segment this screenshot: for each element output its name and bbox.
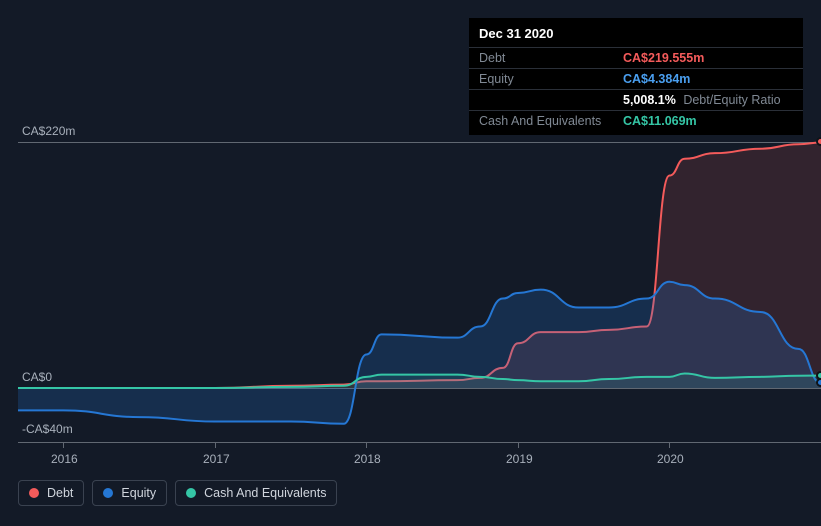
tooltip-date: Dec 31 2020 — [469, 18, 803, 47]
legend-item-cash[interactable]: Cash And Equivalents — [175, 480, 337, 506]
x-label-2017: 2017 — [203, 452, 230, 466]
hover-marker-cash — [816, 371, 821, 380]
x-tick — [366, 442, 367, 448]
legend-label: Cash And Equivalents — [204, 486, 326, 500]
tooltip-row-cash: Cash And Equivalents CA$11.069m — [469, 110, 803, 131]
tooltip-label: Debt — [479, 51, 623, 65]
legend-dot-icon — [29, 488, 39, 498]
tooltip-row-ratio: 5,008.1% Debt/Equity Ratio — [469, 89, 803, 110]
x-label-2020: 2020 — [657, 452, 684, 466]
tooltip-value: CA$11.069m — [623, 114, 697, 128]
tooltip-label: Equity — [479, 72, 623, 86]
chart-legend: Debt Equity Cash And Equivalents — [18, 480, 337, 506]
legend-item-debt[interactable]: Debt — [18, 480, 84, 506]
x-tick — [518, 442, 519, 448]
tooltip-value: CA$219.555m — [623, 51, 704, 65]
tooltip-row-debt: Debt CA$219.555m — [469, 47, 803, 68]
x-tick — [215, 442, 216, 448]
tooltip-ratio-value: 5,008.1% — [623, 93, 676, 107]
tooltip-value: CA$4.384m — [623, 72, 690, 86]
tooltip-label: Cash And Equivalents — [479, 114, 623, 128]
legend-label: Equity — [121, 486, 156, 500]
chart-tooltip: Dec 31 2020 Debt CA$219.555m Equity CA$4… — [469, 18, 803, 135]
legend-dot-icon — [186, 488, 196, 498]
tooltip-value: 5,008.1% Debt/Equity Ratio — [623, 93, 781, 107]
x-label-2018: 2018 — [354, 452, 381, 466]
legend-item-equity[interactable]: Equity — [92, 480, 167, 506]
tooltip-label — [479, 93, 623, 107]
tooltip-row-equity: Equity CA$4.384m — [469, 68, 803, 89]
x-axis-line — [18, 442, 821, 443]
x-tick — [63, 442, 64, 448]
legend-label: Debt — [47, 486, 73, 500]
x-label-2016: 2016 — [51, 452, 78, 466]
x-label-2019: 2019 — [506, 452, 533, 466]
legend-dot-icon — [103, 488, 113, 498]
x-tick — [669, 442, 670, 448]
tooltip-ratio-label: Debt/Equity Ratio — [683, 93, 780, 107]
